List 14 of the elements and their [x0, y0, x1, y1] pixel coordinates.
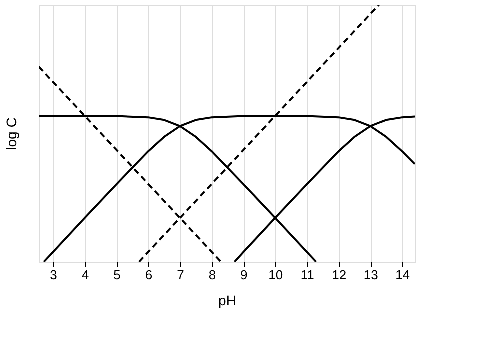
x-tick-label: 10	[268, 268, 284, 282]
x-tick-label: 5	[114, 268, 121, 282]
x-tick-label: 4	[82, 268, 90, 282]
x-tick-label: 6	[145, 268, 153, 282]
x-tick-label: 3	[50, 268, 58, 282]
y-axis-title: log C	[4, 118, 20, 150]
x-tick-label: 8	[208, 268, 216, 282]
x-tick-label: 9	[240, 268, 248, 282]
x-tick-label: 12	[332, 268, 347, 282]
x-axis-title: pH	[218, 292, 236, 308]
x-tick-label: 7	[177, 268, 184, 282]
x-tick-label: 14	[396, 268, 410, 282]
x-tick-label: 13	[364, 268, 378, 282]
x-tick-label: 11	[300, 268, 314, 282]
